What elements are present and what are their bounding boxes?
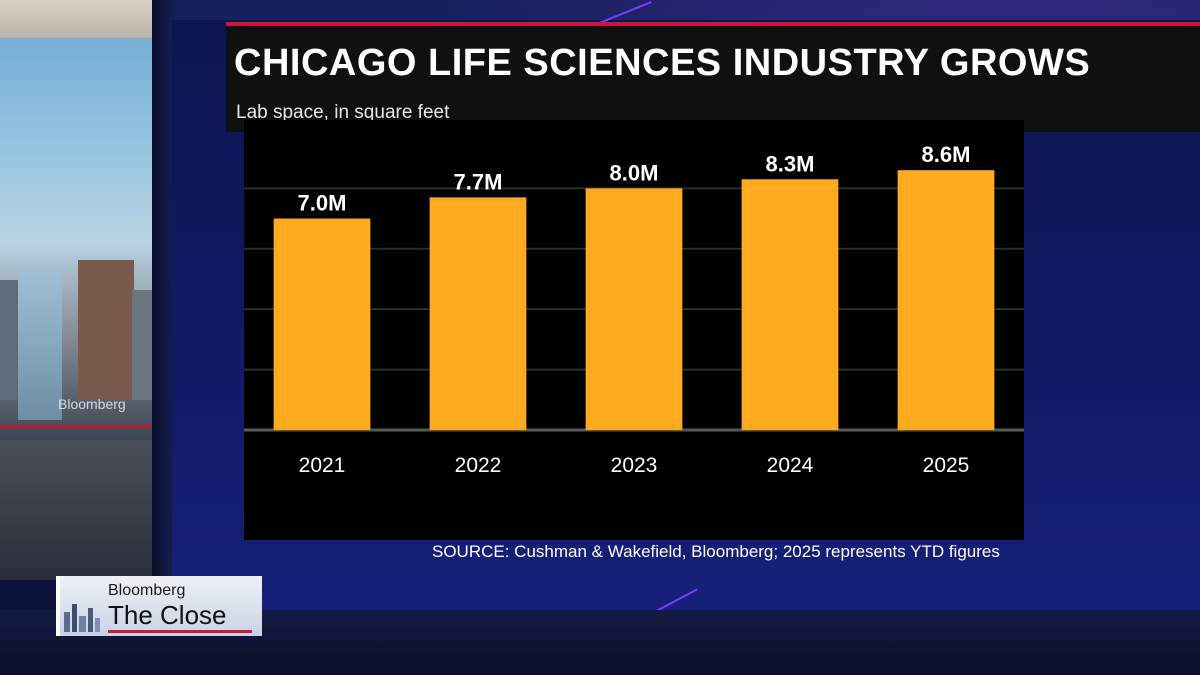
value-label-2025: 8.6M: [922, 142, 971, 167]
source-note: SOURCE: Cushman & Wakefield, Bloomberg; …: [432, 542, 1000, 561]
side-lower-reflection: [0, 440, 168, 580]
bar-2021: [273, 218, 371, 430]
lower-third-red-line: [108, 630, 252, 633]
side-video-screen: Bloomberg: [0, 0, 168, 440]
brand-label: Bloomberg: [108, 582, 186, 599]
chart-title: CHICAGO LIFE SCIENCES INDUSTRY GROWS: [234, 42, 1091, 84]
title-red-rule: [226, 22, 1200, 26]
skyline-icon: [64, 604, 100, 632]
bar-2023: [585, 188, 683, 430]
show-lower-third: Bloomberg The Close: [56, 576, 262, 636]
bar-2022: [429, 197, 527, 430]
bar-2025: [897, 170, 995, 431]
bar-2024: [741, 179, 839, 430]
screen-top-strip: [0, 0, 168, 38]
x-tick-label-2024: 2024: [767, 454, 814, 477]
value-label-2024: 8.3M: [766, 151, 815, 176]
value-label-2022: 7.7M: [454, 169, 503, 194]
bloomberg-watermark: Bloomberg: [58, 396, 126, 412]
side-screen-red-line: [0, 425, 168, 428]
show-name: The Close: [108, 600, 227, 630]
value-label-2023: 8.0M: [610, 160, 659, 185]
bar-chart: 7.0M 2021 7.7M 2022 8.0M 2023 8.3M 2024 8.6M 2025: [244, 142, 1024, 477]
x-tick-label-2021: 2021: [299, 454, 346, 477]
x-tick-label-2025: 2025: [923, 454, 970, 477]
value-label-2021: 7.0M: [298, 191, 347, 216]
glass-tower: [18, 270, 62, 420]
chart-subtitle: Lab space, in square feet: [236, 102, 450, 123]
x-tick-label-2023: 2023: [611, 454, 658, 477]
x-tick-label-2022: 2022: [455, 454, 502, 477]
building: [78, 260, 134, 400]
title-band: [226, 22, 1200, 132]
